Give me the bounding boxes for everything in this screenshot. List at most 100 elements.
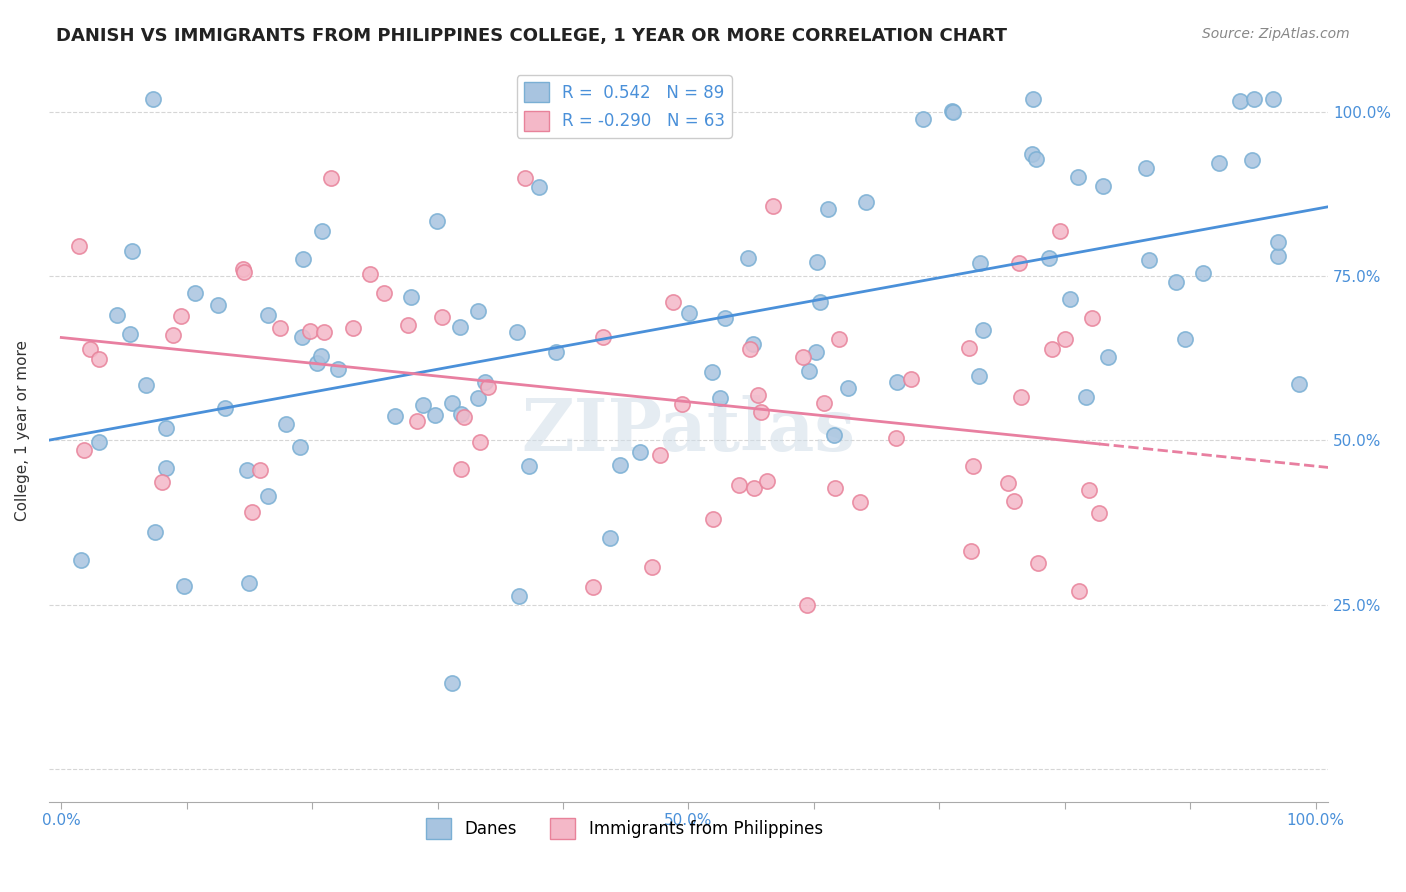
Point [508,589,530,603]
Point [89,435,111,450]
Point [702,365,724,379]
Point [1053,332,1076,346]
Point [796,598,818,612]
Point [426,214,449,228]
Point [143,525,166,540]
Point [1267,249,1289,263]
Point [1208,155,1230,169]
Point [207,298,229,312]
Point [592,329,614,343]
Point [799,364,821,378]
Point [467,392,489,406]
Point [737,251,759,265]
Point [135,378,157,392]
Point [1267,235,1289,249]
Point [900,371,922,385]
Point [105,308,128,322]
Point [467,303,489,318]
Point [962,459,984,474]
Point [1008,256,1031,270]
Point [309,349,332,363]
Point [641,560,664,574]
Text: Source: ZipAtlas.com: Source: ZipAtlas.com [1202,27,1350,41]
Point [121,244,143,258]
Point [312,325,335,339]
Point [307,356,329,370]
Point [450,407,472,421]
Point [1078,483,1101,497]
Point [1261,92,1284,106]
Point [942,105,965,120]
Point [957,341,980,355]
Point [1097,350,1119,364]
Point [823,427,845,442]
Point [813,396,835,410]
Point [727,478,749,492]
Point [69,552,91,566]
Point [742,481,765,495]
Point [155,421,177,435]
Point [342,321,364,335]
Point [1076,390,1098,404]
Point [817,202,839,217]
Point [72,443,94,458]
Point [425,409,447,423]
Point [1164,275,1187,289]
Point [233,265,256,279]
Point [412,398,434,412]
Point [678,306,700,320]
Point [714,311,737,326]
Point [599,531,621,545]
Point [1091,179,1114,194]
Point [326,362,349,376]
Point [441,675,464,690]
Point [837,381,859,395]
Point [806,345,828,359]
Point [855,194,877,209]
Point [292,252,315,267]
Point [941,104,963,119]
Point [1174,332,1197,346]
Point [170,309,193,323]
Point [582,580,605,594]
Point [256,308,278,322]
Point [741,337,763,351]
Point [959,544,981,558]
Point [396,318,419,332]
Point [118,326,141,341]
Point [1010,390,1032,404]
Point [1241,153,1264,167]
Point [997,475,1019,490]
Point [249,463,271,477]
Point [1026,556,1049,570]
Point [1192,267,1215,281]
Point [824,481,846,495]
Point [405,414,427,428]
Point [67,239,90,253]
Point [527,180,550,194]
Point [1139,253,1161,268]
Point [290,330,312,344]
Point [1243,92,1265,106]
Point [384,409,406,423]
Point [319,170,342,185]
Point [399,290,422,304]
Point [311,223,333,237]
Point [430,310,453,324]
Point [517,459,540,474]
Point [749,405,772,419]
Point [740,342,762,356]
Point [513,170,536,185]
Point [89,351,111,366]
Legend: Danes, Immigrants from Philippines: Danes, Immigrants from Philippines [419,812,830,846]
Point [1229,94,1251,108]
Point [288,440,311,454]
Point [1081,310,1104,325]
Point [792,351,814,365]
Point [238,575,260,590]
Point [440,396,463,410]
Point [828,332,851,346]
Point [1088,506,1111,520]
Point [849,495,872,509]
Point [162,328,184,343]
